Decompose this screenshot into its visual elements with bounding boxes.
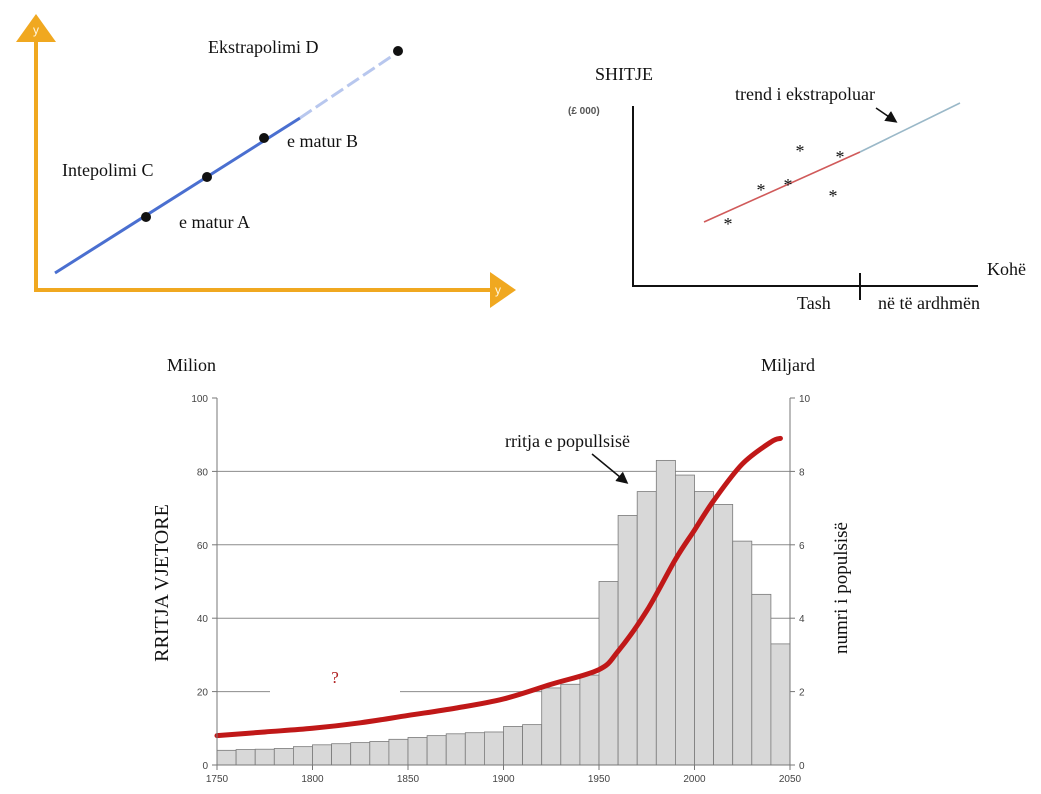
growth-bar xyxy=(216,749,237,766)
population-curve xyxy=(214,435,783,739)
label-extrapolation-d: Ekstrapolimi D xyxy=(208,37,319,57)
population-chart: 0 20 40 60 80 100 0 2 4 6 8 10 1750 1800 1850 1900 1950 2… xyxy=(151,355,852,785)
growth-bar xyxy=(407,737,428,766)
growth-bar xyxy=(636,491,657,766)
growth-bar xyxy=(388,738,409,766)
y-tick-label: 40 xyxy=(197,614,209,625)
x-tick-label: 1800 xyxy=(301,774,324,785)
point-d xyxy=(393,46,403,56)
label-measured-b: e matur B xyxy=(287,131,358,151)
growth-bar xyxy=(426,735,447,766)
y2-axis-label: numri i populsisë xyxy=(831,522,852,654)
trend-arrow xyxy=(875,107,898,123)
growth-bar xyxy=(713,504,734,766)
x-tick-label: 1950 xyxy=(588,774,611,785)
x-axis-label: Kohë xyxy=(987,259,1026,279)
data-point: * xyxy=(724,214,733,234)
data-point: * xyxy=(757,180,766,200)
y-axis-glyph: y xyxy=(33,23,39,37)
growth-bar xyxy=(694,491,715,766)
data-point: * xyxy=(836,147,845,167)
point-a xyxy=(141,212,151,222)
sales-trend-chart: SHITJE (£ 000) Kohë Tash në të ardhmën t… xyxy=(568,64,1026,313)
growth-bar xyxy=(598,581,619,766)
trend-line-extrapolated xyxy=(859,102,961,153)
growth-bar xyxy=(675,474,695,766)
x-axis-glyph: y xyxy=(495,283,501,297)
y-axis-unit: (£ 000) xyxy=(568,106,600,117)
x-tick-label: 1900 xyxy=(492,774,515,785)
growth-bar xyxy=(464,732,485,766)
growth-bar xyxy=(292,746,313,766)
data-point: * xyxy=(796,141,805,161)
growth-bar xyxy=(732,540,753,766)
y-axis-label: RRITJA VJETORE xyxy=(151,504,173,662)
y2-tick-label: 0 xyxy=(799,761,805,772)
y2-tick-label: 2 xyxy=(799,688,805,699)
y-tick-label: 80 xyxy=(197,467,209,478)
x-tick-label: 2050 xyxy=(779,774,802,785)
y2-tick-label: 8 xyxy=(799,467,805,478)
growth-bar xyxy=(445,733,466,766)
growth-annotation: rritja e popullsisë xyxy=(505,431,630,451)
x-axis-arrowhead xyxy=(490,272,516,308)
x-tick-label: 1850 xyxy=(397,774,420,785)
growth-bar xyxy=(350,742,371,766)
future-label: në të ardhmën xyxy=(878,293,980,313)
y-axis-label: SHITJE xyxy=(595,64,653,84)
extrapolated-line xyxy=(299,50,399,120)
trend-label: trend i ekstrapoluar xyxy=(735,84,875,104)
measured-line xyxy=(54,116,301,275)
label-interpolation-c: Intepolimi C xyxy=(62,160,154,180)
growth-bar xyxy=(541,687,562,766)
growth-bar xyxy=(369,741,390,766)
point-c xyxy=(202,172,212,182)
left-unit-label: Milion xyxy=(167,355,216,375)
y2-tick-label: 4 xyxy=(799,614,805,625)
growth-bar xyxy=(751,593,772,766)
point-b xyxy=(259,133,269,143)
label-measured-a: e matur A xyxy=(179,212,250,232)
growth-bar xyxy=(522,724,543,766)
question-mark: ? xyxy=(331,668,339,687)
y-tick-label: 0 xyxy=(202,761,208,772)
now-label: Tash xyxy=(797,293,831,313)
growth-bar xyxy=(560,683,581,766)
y2-tick-label: 6 xyxy=(799,541,805,552)
growth-bar xyxy=(331,743,352,766)
x-tick-label: 2000 xyxy=(683,774,706,785)
trend-line xyxy=(703,151,861,223)
interpolation-chart: y y Ekstrapolimi D e matur B Intepolimi … xyxy=(16,14,516,308)
y-tick-label: 100 xyxy=(191,394,208,405)
growth-bar xyxy=(655,459,676,766)
data-point: * xyxy=(784,175,793,195)
growth-bar xyxy=(254,748,275,766)
growth-bar xyxy=(770,643,791,766)
y-tick-label: 20 xyxy=(197,688,209,699)
y-tick-label: 60 xyxy=(197,541,209,552)
tick-labels: 0 20 40 60 80 100 0 2 4 6 8 10 1750 1800 1850 1900 1950 2… xyxy=(191,394,810,785)
annotation-arrow xyxy=(591,453,629,484)
x-tick-label: 1750 xyxy=(206,774,229,785)
growth-bar xyxy=(503,726,524,766)
growth-bar xyxy=(273,748,294,766)
growth-bar xyxy=(483,731,504,766)
right-unit-label: Miljard xyxy=(761,355,815,375)
growth-bars xyxy=(216,459,791,766)
growth-bar xyxy=(579,674,600,766)
question-mask xyxy=(270,666,400,694)
growth-bar xyxy=(235,749,256,766)
data-point: * xyxy=(829,186,838,206)
y-axis-arrowhead xyxy=(16,14,56,42)
y2-tick-label: 10 xyxy=(799,394,811,405)
growth-bar xyxy=(312,744,333,766)
